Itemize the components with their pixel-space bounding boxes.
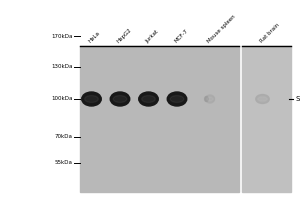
Ellipse shape <box>207 97 213 101</box>
Text: 55kDa: 55kDa <box>55 160 73 166</box>
Text: SMEK1: SMEK1 <box>296 96 300 102</box>
Ellipse shape <box>167 92 187 106</box>
Ellipse shape <box>205 97 208 102</box>
Text: Rat brain: Rat brain <box>259 23 280 44</box>
Ellipse shape <box>139 92 158 106</box>
Text: HepG2: HepG2 <box>116 27 133 44</box>
Text: MCF-7: MCF-7 <box>173 28 189 44</box>
Ellipse shape <box>170 96 184 102</box>
Ellipse shape <box>113 96 127 102</box>
Ellipse shape <box>206 95 214 103</box>
Ellipse shape <box>110 92 130 106</box>
Text: Mouse spleen: Mouse spleen <box>206 14 237 44</box>
Ellipse shape <box>85 96 98 102</box>
Ellipse shape <box>258 97 267 101</box>
Ellipse shape <box>82 92 101 106</box>
Bar <box>80 46 238 192</box>
Ellipse shape <box>211 97 214 101</box>
Text: 130kDa: 130kDa <box>51 64 73 70</box>
Ellipse shape <box>256 95 269 104</box>
Text: 70kDa: 70kDa <box>55 134 73 140</box>
Bar <box>242 46 291 192</box>
Text: 170kDa: 170kDa <box>51 33 73 38</box>
Ellipse shape <box>142 96 155 102</box>
Text: Jurkat: Jurkat <box>145 29 160 44</box>
Text: HeLa: HeLa <box>88 31 101 44</box>
Text: 100kDa: 100kDa <box>51 97 73 102</box>
